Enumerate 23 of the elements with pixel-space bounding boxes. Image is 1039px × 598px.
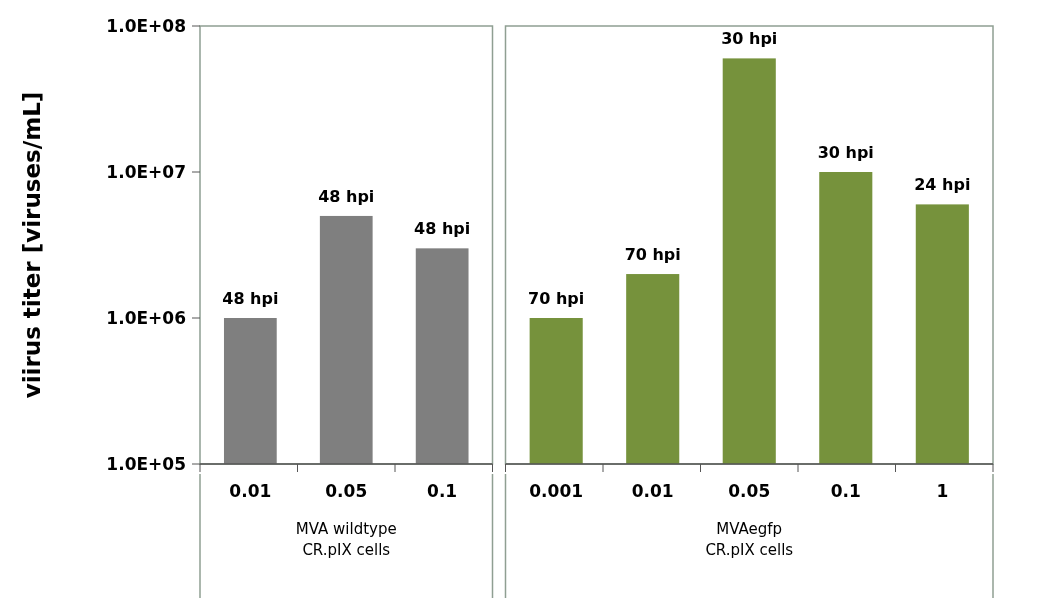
annotation: 48 hpi [222, 289, 279, 308]
x-tick-label: 0.001 [529, 481, 584, 501]
annotation: 24 hpi [914, 175, 971, 195]
y-tick-label: 1.0E+07 [106, 161, 186, 182]
y-tick-label: 1.0E+08 [106, 15, 186, 36]
annotation: 70 hpi [528, 289, 585, 308]
x-tick-label: 1 [936, 481, 949, 501]
annotation: 30 hpi [721, 29, 778, 49]
x-tick-label: 0.1 [427, 481, 458, 501]
x-tick-label: 0.1 [830, 481, 861, 501]
x-tick-label: 0.01 [229, 481, 272, 501]
y-tick-label: 1.0E+05 [106, 453, 186, 474]
x-tick-label: 0.01 [631, 481, 674, 501]
x-axis-title: MVAegfp CR.pIX cells [705, 520, 794, 559]
x-tick-label: 0.05 [728, 481, 771, 501]
annotation: 30 hpi [817, 143, 874, 162]
annotation: 48 hpi [318, 186, 375, 206]
y-axis-title: viirus titer [viruses/mL] [19, 91, 45, 399]
x-axis-title: MVA wildtype CR.pIX cells [295, 520, 397, 559]
x-tick-label: 0.05 [325, 481, 368, 501]
y-tick-label: 1.0E+06 [106, 307, 186, 328]
annotation: 48 hpi [414, 219, 471, 239]
annotation: 70 hpi [624, 245, 681, 265]
